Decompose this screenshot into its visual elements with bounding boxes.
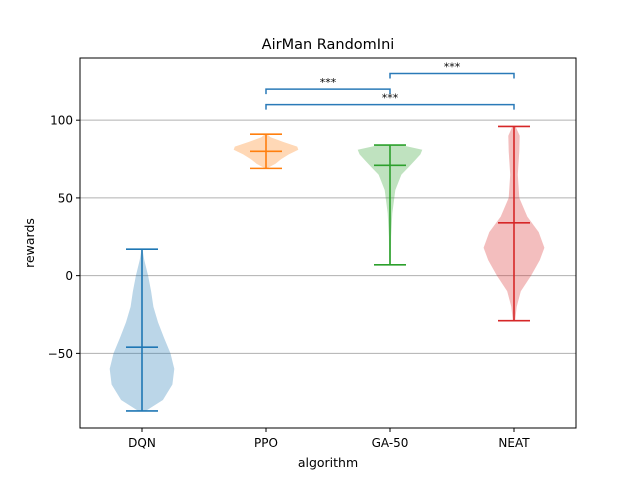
y-axis-label: rewards <box>22 218 37 268</box>
significance-bracket <box>265 88 391 95</box>
y-tick-label: −50 <box>48 347 73 361</box>
y-tick-label: 100 <box>50 114 73 128</box>
y-axis: −50 0 50 100 <box>48 114 80 361</box>
violin-bodies <box>109 125 545 412</box>
significance-label: *** <box>444 61 461 74</box>
y-grid <box>80 119 576 354</box>
x-axis-label: algorithm <box>298 455 358 470</box>
x-tick-label: GA-50 <box>372 436 409 450</box>
chart-title: AirMan RandomIni <box>262 37 395 53</box>
y-tick-label: 0 <box>65 269 73 283</box>
significance-bracket <box>389 72 515 79</box>
x-tick-label: NEAT <box>498 436 530 450</box>
significance-brackets: *** *** *** <box>265 61 515 110</box>
significance-label: *** <box>320 76 337 89</box>
x-tick-label: DQN <box>128 436 156 450</box>
x-tick-label: PPO <box>254 436 278 450</box>
plot-frame <box>79 57 577 429</box>
significance-bracket <box>265 103 515 110</box>
x-axis: DQN PPO GA-50 NEAT <box>128 428 530 450</box>
y-tick-label: 50 <box>58 191 73 205</box>
significance-label: *** <box>382 92 399 105</box>
